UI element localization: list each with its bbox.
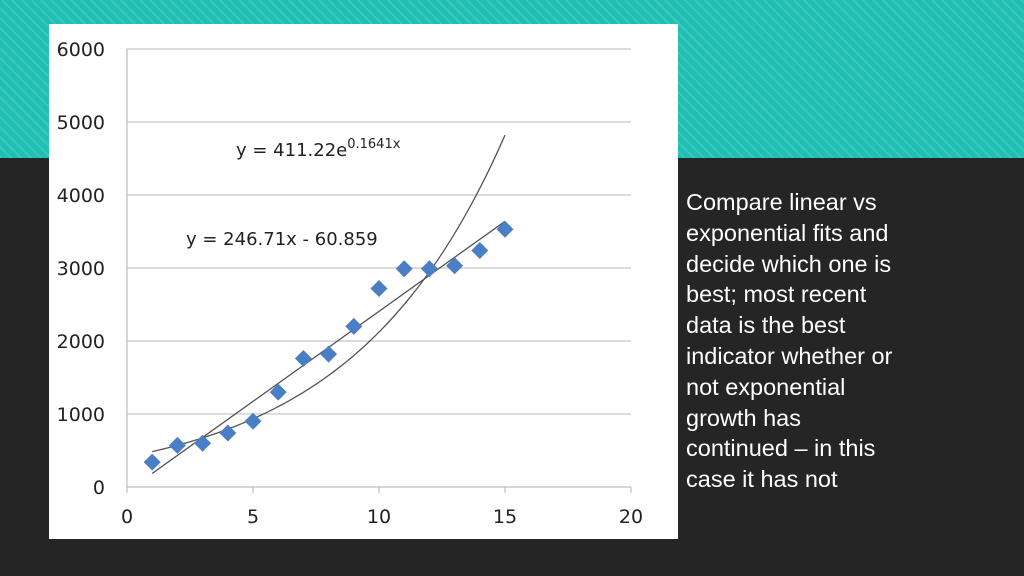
data-point bbox=[496, 220, 514, 238]
axes bbox=[126, 49, 632, 493]
y-tick-label: 0 bbox=[93, 477, 105, 499]
data-point bbox=[269, 383, 287, 401]
x-tick-label: 20 bbox=[619, 506, 643, 528]
data-point bbox=[168, 436, 186, 454]
data-point bbox=[244, 412, 262, 430]
data-point bbox=[446, 257, 464, 275]
exponential-equation-base: y = 411.22e bbox=[236, 140, 347, 161]
y-tick-label: 1000 bbox=[57, 404, 105, 426]
data-points bbox=[143, 220, 514, 471]
exponential-equation-exponent: 0.1641x bbox=[347, 137, 400, 152]
data-point bbox=[194, 434, 212, 452]
grid-lines bbox=[127, 48, 631, 415]
trendlines bbox=[151, 134, 506, 474]
data-point bbox=[420, 260, 438, 278]
exponential-trendline bbox=[152, 134, 506, 453]
tick-labels: 0 1000 2000 3000 4000 5000 6000 0 5 10 15 20 bbox=[57, 39, 643, 528]
y-tick-label: 3000 bbox=[57, 258, 105, 280]
y-tick-label: 4000 bbox=[57, 185, 105, 207]
y-tick-label: 5000 bbox=[57, 112, 105, 134]
x-tick-label: 0 bbox=[121, 506, 133, 528]
equation-labels: y = 411.22e0.1641x y = 246.71x - 60.859 bbox=[186, 137, 401, 250]
data-point bbox=[219, 424, 237, 442]
y-tick-label: 2000 bbox=[57, 331, 105, 353]
data-point bbox=[294, 350, 312, 368]
exponential-equation-label: y = 411.22e0.1641x bbox=[236, 137, 401, 161]
data-point bbox=[320, 345, 338, 363]
chart-card: 0 1000 2000 3000 4000 5000 6000 0 5 10 15 20 y = 41… bbox=[49, 24, 678, 539]
x-tick-label: 10 bbox=[367, 506, 391, 528]
y-tick-label: 6000 bbox=[57, 39, 105, 61]
data-point bbox=[370, 279, 388, 297]
scatter-chart: 0 1000 2000 3000 4000 5000 6000 0 5 10 15 20 y = 41… bbox=[57, 39, 643, 528]
x-tick-label: 5 bbox=[247, 506, 259, 528]
data-point bbox=[143, 453, 161, 471]
data-point bbox=[471, 241, 489, 259]
description-text: Compare linear vs exponential fits and d… bbox=[686, 189, 893, 493]
x-tick-label: 15 bbox=[493, 506, 517, 528]
data-point bbox=[345, 317, 363, 335]
linear-equation-label: y = 246.71x - 60.859 bbox=[186, 229, 378, 250]
data-point bbox=[395, 260, 413, 278]
